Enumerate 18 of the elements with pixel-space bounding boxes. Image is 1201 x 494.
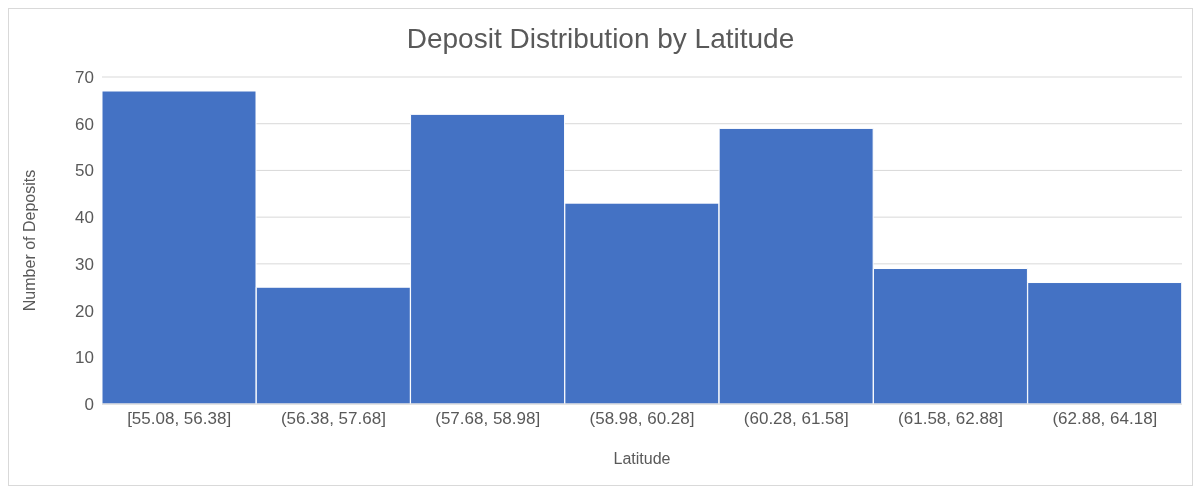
x-tick-label: [55.08, 56.38] (127, 409, 232, 429)
y-tick-label: 50 (75, 161, 94, 181)
y-tick-label: 70 (75, 68, 94, 88)
x-tick-label: (57.68, 58.98] (435, 409, 541, 429)
x-tick-label: (56.38, 57.68] (280, 409, 386, 429)
x-axis-title: Latitude (613, 450, 671, 467)
y-axis-title: Number of Deposits (20, 169, 38, 312)
x-tick-label: (60.28, 61.58] (743, 409, 849, 429)
y-tick-label: 10 (75, 348, 94, 368)
chart-title: Deposit Distribution by Latitude (405, 23, 796, 55)
x-tick-label: (58.98, 60.28] (589, 409, 695, 429)
y-tick-label: 30 (75, 254, 94, 274)
y-tick-label: 40 (75, 208, 94, 228)
y-tick-label: 60 (75, 114, 94, 134)
y-tick-label: 0 (84, 395, 94, 415)
x-tick-label: (61.58, 62.88] (898, 409, 1004, 429)
x-tick-label: (62.88, 64.18] (1052, 409, 1158, 429)
y-tick-label: 20 (75, 301, 94, 321)
